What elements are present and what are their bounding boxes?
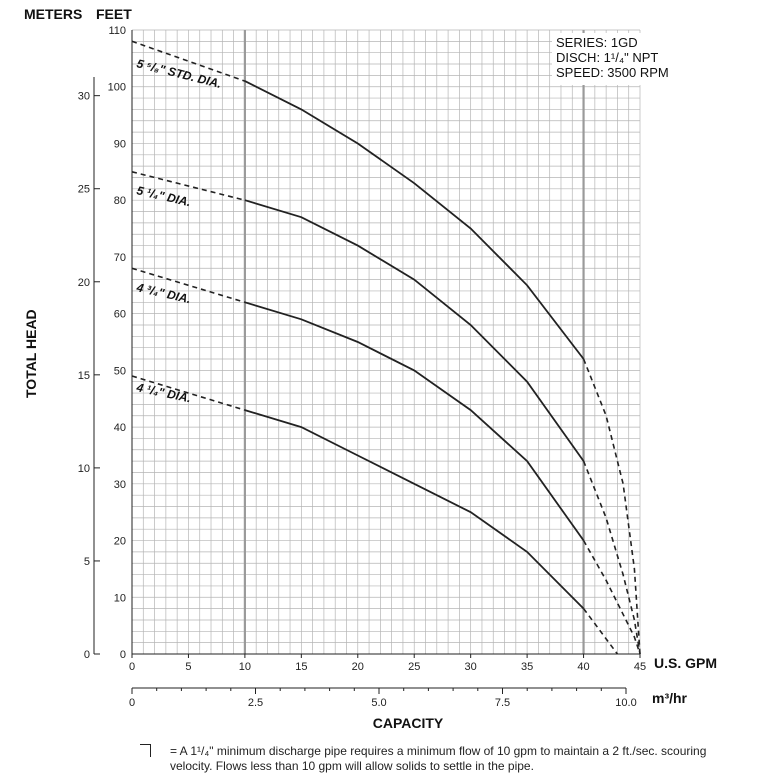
y-tick-label: 40 [114,422,126,434]
curve-solid [244,409,585,610]
x-tick-label: 30 [465,661,477,673]
x2-tick-label: 10.0 [615,697,636,709]
info-box: SERIES: 1GD DISCH: 1¹/₄" NPT SPEED: 3500… [552,33,700,85]
x-tick-label: 10 [239,661,251,673]
meters-header: METERS [24,6,82,22]
y-tick-label: 50 [114,365,126,377]
meters-tick-label: 5 [84,556,90,568]
info-series: SERIES: 1GD [556,35,638,50]
footnote-text: = A 1¹/₄" minimum discharge pipe require… [170,744,707,773]
x2-tick-label: 7.5 [495,697,510,709]
x-tick-label: 45 [634,661,646,673]
y-tick-label: 80 [114,195,126,207]
curve-dashed-end [582,540,641,655]
x-tick-label: 5 [185,661,191,673]
x2-tick-label: 2.5 [248,697,263,709]
footnote: = A 1¹/₄" minimum discharge pipe require… [140,744,750,774]
curve-dashed-end [582,608,619,655]
y-tick-label: 60 [114,309,126,321]
curve-solid [244,199,585,462]
x-tick-label: 40 [577,661,589,673]
curves [131,40,641,655]
meters-tick-label: 25 [78,184,90,196]
x-axis-unit: U.S. GPM [654,655,717,671]
curve-label: 5 ⁵/₈" STD. DIA. [135,56,223,91]
meters-tick-label: 0 [84,649,90,661]
x2-tick-label: 5.0 [371,697,386,709]
reference-lines [243,30,585,654]
x-tick-label: 20 [352,661,364,673]
curve-dashed-end [582,358,641,655]
x2-axis-unit: m³/hr [652,690,688,706]
curve-solid [244,301,585,542]
x2-tick-label: 0 [129,697,135,709]
grid [131,29,641,655]
x-axis-title: CAPACITY [373,715,444,731]
curve-dashed-start [131,171,246,201]
meters-tick-label: 15 [78,370,90,382]
y-tick-label: 100 [108,82,126,94]
curve-dashed-start [131,40,246,82]
curve-dashed-start [131,375,246,411]
y-tick-label: 90 [114,138,126,150]
y-tick-label: 70 [114,252,126,264]
curve-dashed-start [131,267,246,304]
meters-tick-label: 10 [78,463,90,475]
curve-labels: 5 ⁵/₈" STD. DIA. 5 ¹/₄" DIA. 4 ³/₄" DIA.… [134,56,223,405]
curve-solid [244,80,585,360]
curve-dashed-end [582,460,641,655]
info-discharge: DISCH: 1¹/₄" NPT [556,50,658,65]
meters-tick-label: 30 [78,91,90,103]
x-tick-label: 25 [408,661,420,673]
y-tick-label: 20 [114,536,126,548]
y-tick-label: 10 [114,592,126,604]
info-speed: SPEED: 3500 RPM [556,65,669,80]
meters-tick-label: 20 [78,277,90,289]
y-tick-label: 0 [120,649,126,661]
curve-label: 5 ¹/₄" DIA. [135,183,192,209]
min-flow-mark-icon [140,744,151,757]
y-tick-label: 30 [114,479,126,491]
feet-header: FEET [96,6,132,22]
x-tick-label: 35 [521,661,533,673]
x-tick-label: 15 [295,661,307,673]
y-axis-title: TOTAL HEAD [23,309,39,398]
x-tick-label: 0 [129,661,135,673]
y-tick-label: 110 [108,25,126,37]
